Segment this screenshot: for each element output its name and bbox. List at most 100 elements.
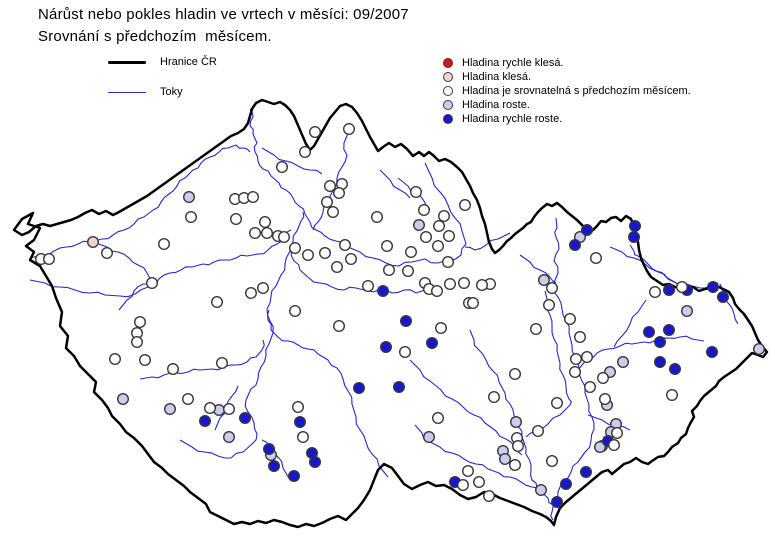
station-dot-u [499,453,512,466]
station-dot-s [297,431,310,444]
station-dot-f [288,470,301,483]
station-dot-f [238,412,251,425]
station-dot-s [666,389,679,402]
station-dot-s [371,210,384,223]
station-dot-s [278,230,291,243]
station-dot-s [145,277,158,290]
page-subtitle: Srovnání s předchozím měsícem. [38,28,272,45]
station-dot-s [438,209,451,222]
station-dot-f [400,315,413,328]
station-dot-s [676,281,689,294]
station-dot-f [654,356,667,369]
station-dot-s [276,160,289,173]
station-dot-s [133,316,146,329]
station-dot-s [222,403,235,416]
station-dot-s [324,179,337,192]
station-dot-s [229,212,242,225]
station-dot-s [530,323,543,336]
station-dot-s [362,280,375,293]
river-line [95,229,292,283]
station-dot-s [410,185,423,198]
station-dot-s [457,479,470,492]
station-dot-s [309,125,322,138]
station-dot-s [261,226,274,239]
station-dot-f [669,363,682,376]
river-line [525,290,572,438]
river-line [29,279,149,298]
station-dot-u [163,403,176,416]
station-dot-s [432,239,445,252]
station-dot-s [181,393,194,406]
station-dot-u [510,416,523,429]
station-dot-icon [443,72,453,82]
station-dot-s [108,353,121,366]
station-dot-s [184,210,197,223]
station-dot-f [643,326,656,339]
station-dot-s [546,455,559,468]
station-dot-s [599,393,612,406]
station-dot-s [343,122,356,135]
station-dot-s [611,427,624,440]
station-dot-s [248,226,261,239]
station-dot-u [681,305,694,318]
station-dot-s [431,285,444,298]
dot-legend-label: Hladina roste. [462,99,530,111]
dot-legend-item-f: Hladina rychle roste. [443,112,691,126]
station-dot-s [432,412,445,425]
station-dot-s [509,368,522,381]
station-dot-f [569,238,582,251]
station-dot-s [166,363,179,376]
stations-layer [35,122,766,509]
river-line [429,380,523,456]
station-dot-s [292,401,305,414]
station-dot-s [467,297,480,310]
station-dot-f [581,223,594,236]
station-dot-f [309,456,322,469]
station-dot-f [628,230,641,243]
station-dot-s [443,229,456,242]
station-dot-s [418,203,431,216]
station-dot-f [663,324,676,337]
river-line [719,283,739,325]
station-dot-icon [443,100,453,110]
station-dot-f [663,284,676,297]
station-dot-s [333,320,346,333]
station-dot-s [319,246,332,259]
dot-legend-label: Hladina rychle klesá. [462,57,564,69]
river-line [261,147,323,175]
country-border-outline [12,98,769,529]
river-line [613,299,647,348]
station-dot-s [402,265,415,278]
river-line [578,335,705,374]
dot-legend-label: Hladina rychle roste. [462,113,563,125]
station-dot-s [597,372,610,385]
station-dot-s [584,381,597,394]
station-dot-s [649,286,662,299]
station-dot-s [289,241,302,254]
station-dot-u [617,356,630,369]
station-dot-s [257,282,270,295]
station-dot-f [426,337,439,350]
dot-legend: Hladina rychle klesá. Hladina klesá. Hladi… [443,56,691,126]
station-dot-s [581,351,594,364]
station-dot-s [210,296,223,309]
station-dot-s [488,391,501,404]
river-line [587,414,631,431]
river-line [519,254,557,284]
station-dot-s [608,439,621,452]
station-dot-f [707,281,720,294]
station-dot-f [263,443,276,456]
station-dot-s [433,219,446,232]
station-dot-s [383,264,396,277]
river-line [609,246,677,284]
station-dot-s [590,251,603,264]
station-dot-s [381,239,394,252]
station-dot-u [182,190,195,203]
station-dot-s [512,440,525,453]
river-line [179,211,305,459]
station-dot-u [535,484,548,497]
station-dot-u [413,218,426,231]
river-line [409,359,431,382]
rivers-legend-item: Toky [108,84,217,100]
